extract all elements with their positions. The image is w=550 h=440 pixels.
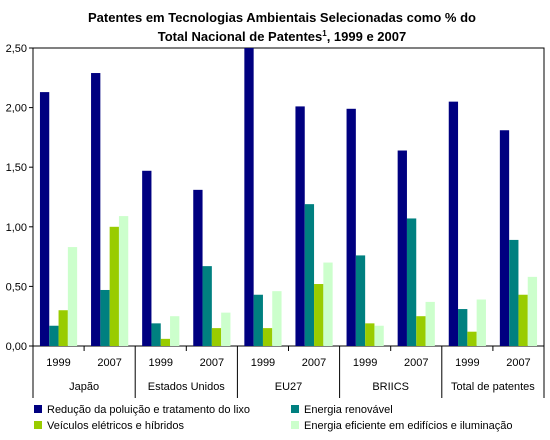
bar [304, 204, 315, 346]
x-tick-label-year: 2007 [97, 357, 121, 369]
bar [355, 255, 366, 346]
bar [39, 92, 50, 346]
bar [58, 310, 68, 346]
bar [365, 323, 375, 346]
legend-label: Veículos elétricos e híbridos [47, 420, 184, 432]
bar [272, 291, 282, 346]
bar [518, 294, 528, 346]
y-tick-label: 0,50 [6, 281, 27, 293]
y-tick-label: 2,50 [6, 43, 27, 55]
title-main: Total Nacional de Patentes [158, 29, 322, 44]
bar [91, 73, 101, 347]
bar [49, 325, 59, 346]
legend-swatch [291, 421, 299, 429]
bar [374, 325, 384, 346]
bar [160, 338, 171, 346]
bar [170, 316, 180, 346]
bar [67, 247, 78, 346]
bar [416, 316, 426, 346]
bar [406, 218, 417, 346]
bar [109, 226, 119, 346]
bar [244, 48, 254, 346]
y-tick-label: 1,00 [6, 222, 27, 234]
chart-title-line2: Total Nacional de Patentes1, 1999 e 2007 [158, 29, 406, 44]
x-tick-label-year: 1999 [149, 357, 173, 369]
legend: Redução da poluição e tratamento do lixo… [34, 404, 513, 432]
bar [527, 276, 538, 346]
bar [448, 101, 459, 346]
plot-area: 0,00 0,50 1,00 1,50 2,00 2,50 1999 2007 1999 2007… [6, 43, 545, 398]
bar [476, 299, 486, 346]
y-tick-label: 1,50 [6, 162, 27, 174]
legend-swatch [34, 405, 42, 413]
x-tick-label-year: 2007 [506, 357, 530, 369]
chart-title-line1: Patentes em Tecnologias Ambientais Selec… [88, 10, 476, 25]
x-tick-label-year: 2007 [200, 357, 224, 369]
bar [151, 323, 161, 346]
bar [221, 312, 231, 346]
x-tick-label-year: 1999 [46, 357, 70, 369]
x-tick-label-group: Estados Unidos [148, 381, 226, 393]
x-tick-label-group: EU27 [275, 381, 303, 393]
bar [509, 239, 519, 346]
bar [193, 189, 203, 346]
bar [262, 328, 273, 346]
title-footnote: 1 [322, 29, 327, 38]
bar [323, 262, 333, 346]
bar [295, 106, 305, 347]
legend-label: Energia eficiente em edifícios e ilumina… [304, 420, 513, 432]
x-tick-label-group: Total de patentes [451, 381, 535, 393]
bar [458, 309, 468, 346]
title-end: , 1999 e 2007 [327, 29, 407, 44]
legend-swatch [291, 405, 299, 413]
x-tick-label-year: 2007 [302, 357, 326, 369]
y-tick-label: 0,00 [6, 341, 27, 353]
bar [211, 328, 222, 346]
bar [253, 294, 263, 346]
legend-label: Energia renovável [304, 404, 393, 416]
x-tick-label-group: BRIICS [372, 381, 409, 393]
bar [425, 301, 435, 346]
bar [499, 130, 510, 346]
y-tick-label: 2,00 [6, 103, 27, 115]
legend-swatch [34, 421, 42, 429]
bar [202, 266, 212, 346]
legend-label: Redução da poluição e tratamento do lixo [47, 404, 250, 416]
bar [100, 289, 110, 346]
x-tick-label-group: Japão [69, 381, 99, 393]
bar [346, 108, 356, 347]
bar [397, 150, 407, 346]
bar [467, 331, 477, 346]
x-tick-label-year: 1999 [251, 357, 275, 369]
bar [314, 284, 324, 346]
bar [142, 170, 152, 346]
bar [118, 216, 129, 346]
x-tick-label-year: 2007 [404, 357, 428, 369]
x-tick-label-year: 1999 [455, 357, 479, 369]
x-tick-label-year: 1999 [353, 357, 377, 369]
